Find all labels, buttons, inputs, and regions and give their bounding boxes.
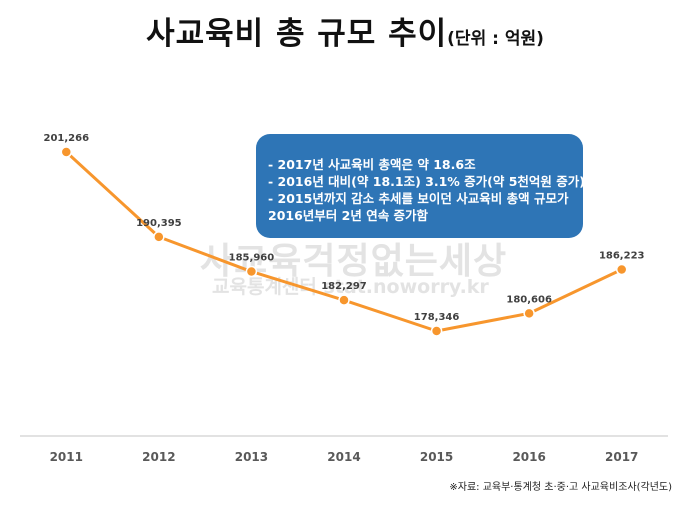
x-tick-label: 2017: [605, 450, 638, 464]
chart-title-unit: (단위 : 억원): [447, 29, 544, 49]
data-point-marker: [430, 325, 443, 337]
data-label: 182,297: [321, 281, 367, 292]
data-point-marker: [153, 231, 165, 243]
x-tick-label: 2011: [50, 450, 83, 464]
x-tick-label: 2016: [512, 450, 545, 464]
data-label: 180,606: [506, 294, 552, 305]
data-point-marker: [245, 265, 258, 278]
x-tick-label: 2015: [420, 450, 453, 464]
data-label: 185,960: [229, 253, 275, 264]
summary-callout-box: - 2017년 사교육비 총액은 약 18.6조 - 2016년 대비(약 18…: [256, 134, 585, 238]
x-tick-label: 2014: [327, 450, 360, 464]
data-label: 178,346: [414, 312, 460, 323]
source-note: ※자료: 교육부·통계청 초·중·고 사교육비조사(각년도): [449, 482, 672, 493]
data-point-marker: [523, 307, 535, 320]
data-point-marker: [60, 146, 73, 158]
callout-line-2: - 2016년 대비(약 18.1조) 3.1% 증가(약 5천억원 증가): [268, 174, 585, 189]
data-point-marker: [615, 263, 628, 276]
chart-title-main: 사교육비 총 규모 추이: [146, 16, 448, 52]
x-tick-label: 2012: [142, 450, 175, 464]
data-label: 190,395: [136, 218, 182, 229]
callout-line-3: - 2015년까지 감소 추세를 보이던 사교육비 총액 규모가: [268, 191, 569, 206]
callout-line-1: - 2017년 사교육비 총액은 약 18.6조: [268, 157, 476, 172]
data-point-marker: [338, 294, 350, 306]
data-label: 186,223: [599, 250, 645, 261]
callout-line-4: 2016년부터 2년 연속 증가함: [268, 208, 429, 223]
x-tick-label: 2013: [235, 450, 268, 464]
chart-title: 사교육비 총 규모 추이(단위 : 억원): [0, 8, 690, 53]
data-label: 201,266: [44, 133, 90, 144]
